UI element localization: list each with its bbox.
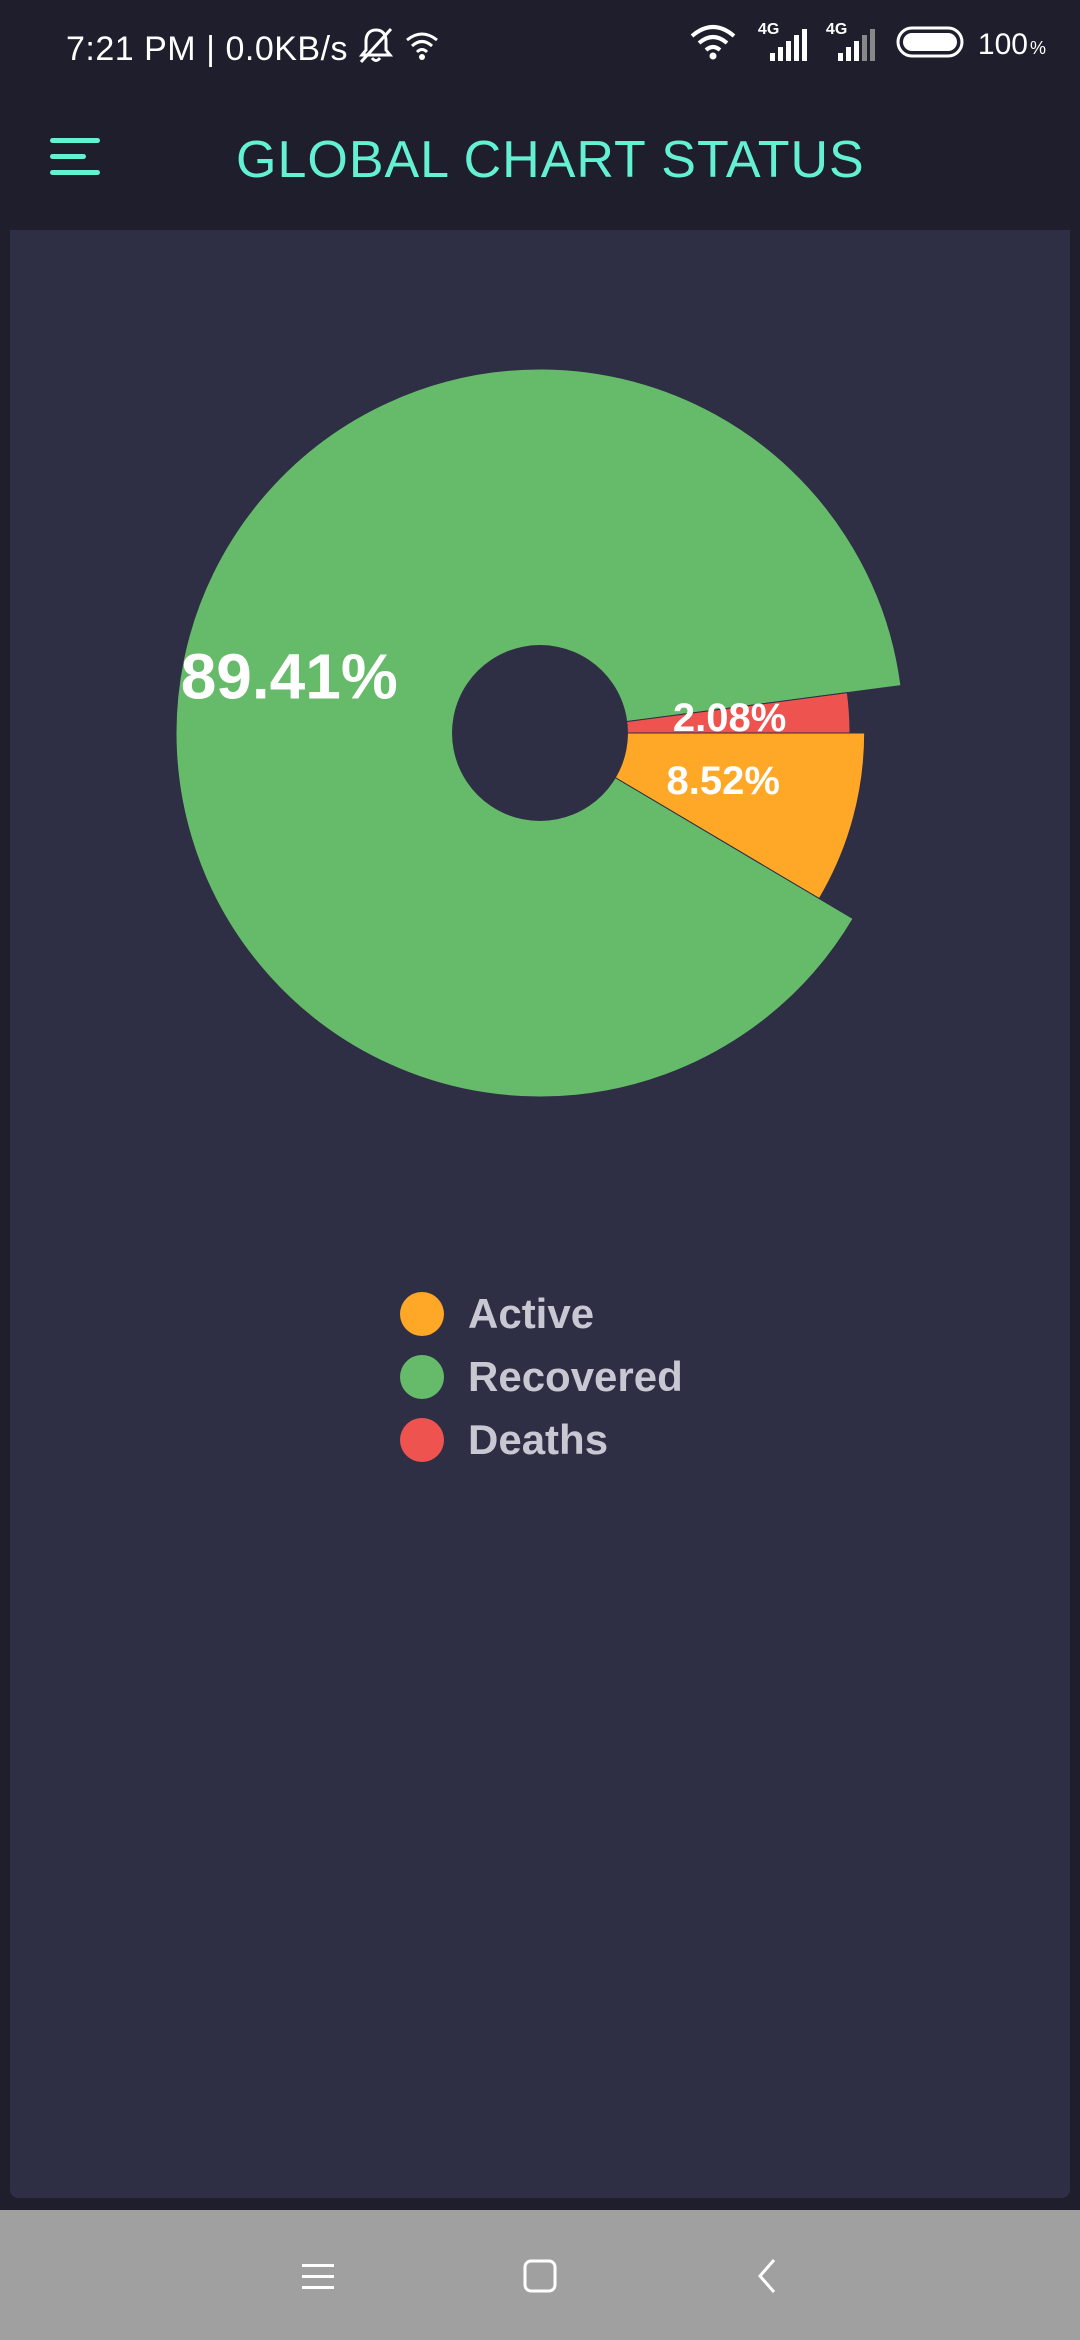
system-nav-bar xyxy=(0,2210,1080,2340)
status-bar: 7:21 PM | 0.0KB/s xyxy=(0,0,1080,96)
legend-label-deaths: Deaths xyxy=(468,1415,609,1463)
legend-dot-active xyxy=(400,1291,444,1336)
slice-label-active: 8.52% xyxy=(667,759,780,803)
page-title: GLOBAL CHART STATUS xyxy=(236,131,865,189)
bell-muted-icon xyxy=(358,26,394,73)
home-icon xyxy=(523,2259,557,2293)
network-speed: 0.0KB/s xyxy=(225,30,349,68)
hamburger-menu-icon xyxy=(50,138,100,175)
legend-item-active[interactable]: Active xyxy=(400,1282,683,1345)
slice-label-deaths: 2.08% xyxy=(673,696,786,740)
back-icon xyxy=(758,2259,776,2293)
legend-label-recovered: Recovered xyxy=(468,1352,683,1400)
chart-legend: Active Recovered Deaths xyxy=(400,1282,683,1471)
status-separator: | xyxy=(206,30,216,68)
legend-item-deaths[interactable]: Deaths xyxy=(400,1408,683,1471)
menu-button[interactable] xyxy=(46,126,108,188)
cell-signal-icon-2: 4G xyxy=(826,21,882,65)
wifi-hotspot-icon xyxy=(404,30,440,69)
legend-label-active: Active xyxy=(468,1289,595,1337)
back-button[interactable] xyxy=(740,2248,796,2304)
wifi-icon xyxy=(688,24,738,65)
slice-label-recovered: 89.41% xyxy=(181,640,398,712)
home-button[interactable] xyxy=(512,2248,568,2304)
chart-center-hole xyxy=(452,645,628,821)
legend-item-recovered[interactable]: Recovered xyxy=(400,1345,683,1408)
recent-apps-button[interactable] xyxy=(290,2248,346,2304)
recent-apps-icon xyxy=(302,2264,334,2289)
status-right: 4G 4G 100% xyxy=(688,21,1046,65)
legend-dot-deaths xyxy=(400,1417,444,1462)
legend-dot-recovered xyxy=(400,1354,444,1399)
status-left: 7:21 PM | 0.0KB/s xyxy=(66,26,440,73)
battery-percentage: 100% xyxy=(977,27,1046,61)
chart-card: 8.52% 89.41% 2.08% Active Recovered Deaths xyxy=(10,230,1070,2198)
pie-slice-active[interactable] xyxy=(538,732,866,900)
battery-icon xyxy=(896,26,964,63)
cell-signal-icon-1: 4G xyxy=(752,21,812,65)
app-bar: GLOBAL CHART STATUS xyxy=(0,96,1080,230)
status-time: 7:21 PM xyxy=(66,30,197,68)
pie-chart: 8.52% 89.41% 2.08% xyxy=(175,368,902,1098)
